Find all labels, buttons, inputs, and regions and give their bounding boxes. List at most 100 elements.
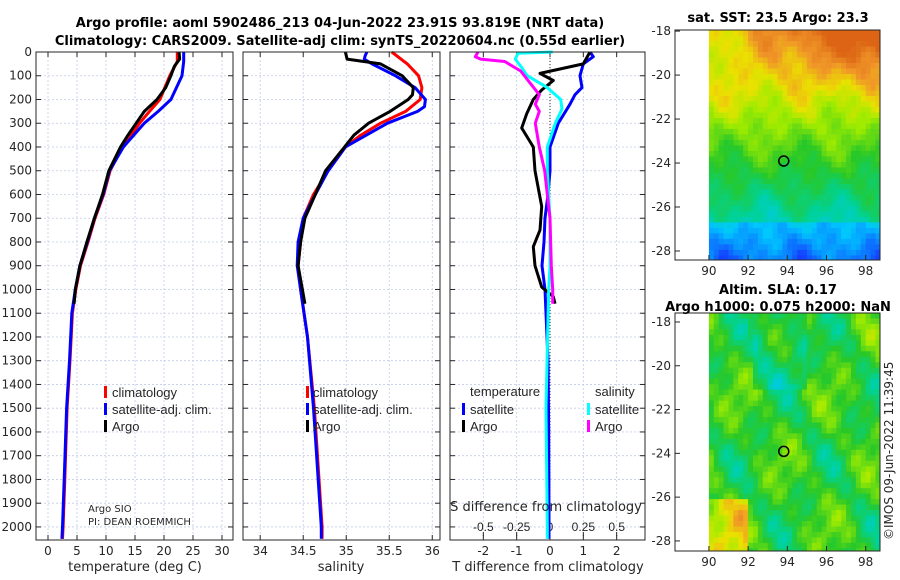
map-cell [811,255,818,261]
map-cell [870,194,876,201]
map-cell [831,85,837,91]
map-cell [777,427,783,434]
map-cell [831,118,837,124]
map-cell [831,537,837,544]
map-cell [826,510,832,516]
map-cell [723,356,729,363]
map-cell [748,542,754,549]
map-cell [841,427,847,434]
map-cell [841,161,847,168]
map-cell [743,422,749,429]
y-tick-label: 1800 [1,472,32,486]
map-cell [855,521,862,527]
map-cell [762,41,769,47]
map-cell [733,345,739,352]
map-cell [728,167,734,174]
map-cell [728,521,734,527]
map-cell [846,244,852,251]
map-cell [767,334,773,341]
map-cell [718,255,724,261]
map-cell [733,112,739,119]
map-cell [787,510,793,516]
map-cell [841,384,847,391]
map-cell [851,427,857,434]
axes-box [242,51,441,541]
map-cell [865,150,871,157]
map-cell [851,255,857,261]
map-cell [860,444,867,451]
map-cell [797,205,803,212]
map-cell [806,189,813,196]
map-cell [782,79,788,86]
map-cell [797,438,803,445]
map-cell [733,323,739,330]
map-cell [733,172,739,179]
map-cell [797,384,803,391]
map-cell [743,466,749,473]
x-tick-label: 98 [858,555,873,569]
map-cell [797,493,803,500]
map-cell [816,183,822,190]
map-cell [831,79,837,86]
map-cell [826,537,832,544]
map-cell [757,499,764,505]
map-cell [806,356,813,363]
map-cell [713,433,720,440]
map-cell [797,526,803,533]
map-cell [743,85,749,91]
map-cell [846,211,852,218]
map-cell [757,340,764,347]
map-cell [718,90,724,97]
map-cell [787,406,793,412]
map-cell [841,227,847,234]
map-cell [718,172,724,179]
map-cell [733,510,739,516]
map-cell [797,107,803,113]
map-cell [797,35,803,42]
map-cell [826,167,832,174]
map-cell [782,318,788,325]
map-cell [875,449,881,456]
map-cell [767,449,773,456]
map-cell [782,504,788,511]
map-cell [708,455,715,462]
map-cell [762,172,769,179]
map-cell [748,340,754,347]
map-cell [733,433,739,440]
map-cell [718,205,724,212]
map-cell [787,30,793,36]
map-cell [846,449,852,456]
map-cell [733,422,739,429]
map-cell [762,356,769,363]
map-cell [831,389,837,396]
map-cell [831,493,837,500]
map-cell [782,488,788,495]
map-cell [713,329,720,336]
map-cell [743,96,749,102]
map-cell [738,233,744,240]
map-cell [782,460,788,467]
map-cell [841,68,847,75]
map-cell [738,150,744,157]
map-cell [708,395,715,401]
map-cell [826,438,832,445]
map-cell [806,499,813,505]
map-cell [836,200,842,207]
map-cell [846,455,852,462]
map-cell [782,216,788,223]
map-cell [757,30,764,36]
map-cell [831,107,837,113]
map-cell [826,323,832,330]
map-cell [713,466,720,473]
map-cell [738,249,744,256]
map-cell [728,205,734,212]
map-cell [802,313,808,319]
map-cell [870,255,876,261]
map-cell [718,216,724,223]
map-cell [772,510,778,516]
map-cell [777,255,783,261]
map-cell [797,255,803,261]
map-cell [762,542,769,549]
map-cell [708,238,715,245]
map-cell [713,161,720,168]
